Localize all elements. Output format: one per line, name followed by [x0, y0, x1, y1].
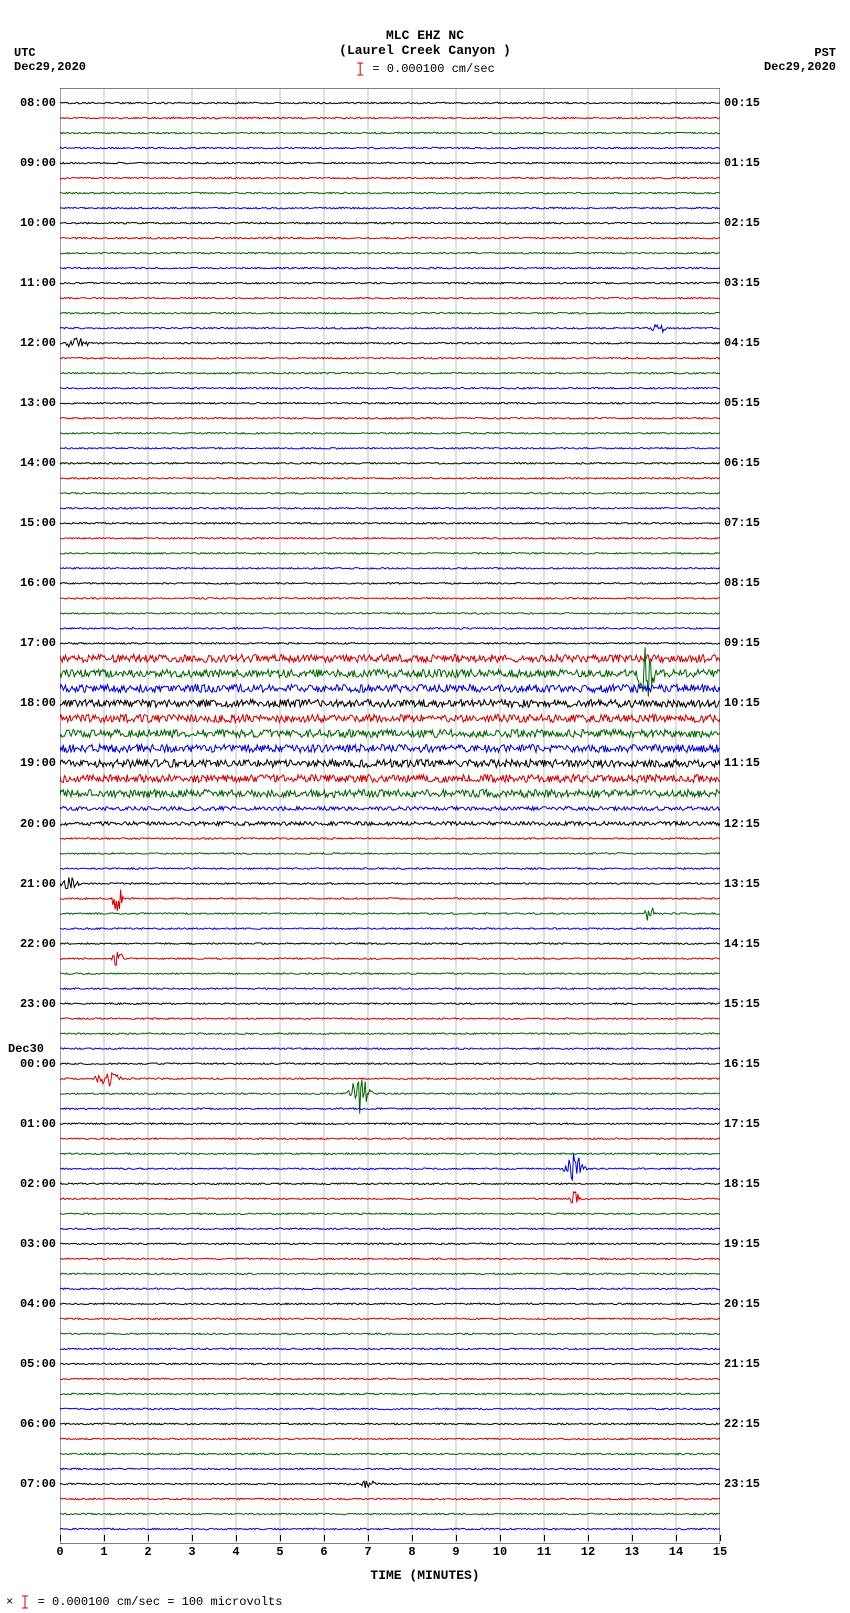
helicorder-plot	[60, 88, 720, 1544]
pst-hour-label: 12:15	[724, 817, 772, 831]
x-tick: 10	[493, 1545, 507, 1559]
utc-hour-label: 08:00	[8, 96, 56, 110]
pst-hour-label: 16:15	[724, 1057, 772, 1071]
pst-hour-label: 03:15	[724, 276, 772, 290]
pst-hour-label: 07:15	[724, 516, 772, 530]
x-tick: 1	[100, 1545, 107, 1559]
pst-hour-label: 11:15	[724, 756, 772, 770]
utc-hour-label: 16:00	[8, 576, 56, 590]
utc-hour-label: 04:00	[8, 1297, 56, 1311]
x-tick: 0	[56, 1545, 63, 1559]
utc-hour-label: 15:00	[8, 516, 56, 530]
utc-hour-label: 12:00	[8, 336, 56, 350]
pst-hour-label: 19:15	[724, 1237, 772, 1251]
pst-hour-label: 00:15	[724, 96, 772, 110]
tz-left: UTC Dec29,2020	[14, 46, 86, 75]
x-tick: 5	[276, 1545, 283, 1559]
pst-hour-label: 02:15	[724, 216, 772, 230]
x-axis: 0123456789101112131415	[60, 1535, 720, 1565]
utc-hour-label: 05:00	[8, 1357, 56, 1371]
tz-right: PST Dec29,2020	[764, 46, 836, 75]
utc-hour-label: 10:00	[8, 216, 56, 230]
x-tick: 12	[581, 1545, 595, 1559]
pst-hour-label: 15:15	[724, 997, 772, 1011]
utc-hour-label: 18:00	[8, 696, 56, 710]
pst-hour-label: 05:15	[724, 396, 772, 410]
utc-hour-label: 19:00	[8, 756, 56, 770]
utc-hour-label: 11:00	[8, 276, 56, 290]
pst-hour-label: 17:15	[724, 1117, 772, 1131]
x-tick: 2	[144, 1545, 151, 1559]
pst-hour-label: 21:15	[724, 1357, 772, 1371]
pst-hour-label: 09:15	[724, 636, 772, 650]
utc-hour-label: 03:00	[8, 1237, 56, 1251]
date-break-label: Dec30	[8, 1042, 44, 1056]
station-title: MLC EHZ NC	[386, 28, 464, 43]
x-tick: 7	[364, 1545, 371, 1559]
pst-hour-label: 20:15	[724, 1297, 772, 1311]
pst-hour-label: 18:15	[724, 1177, 772, 1191]
utc-hour-label: 22:00	[8, 937, 56, 951]
utc-hour-label: 23:00	[8, 997, 56, 1011]
pst-hour-label: 01:15	[724, 156, 772, 170]
pst-hour-label: 14:15	[724, 937, 772, 951]
pst-hour-label: 13:15	[724, 877, 772, 891]
utc-hour-label: 07:00	[8, 1477, 56, 1491]
utc-hour-label: 00:00	[8, 1057, 56, 1071]
utc-hour-label: 21:00	[8, 877, 56, 891]
utc-hour-label: 20:00	[8, 817, 56, 831]
x-tick: 4	[232, 1545, 239, 1559]
utc-hour-label: 17:00	[8, 636, 56, 650]
utc-hour-label: 14:00	[8, 456, 56, 470]
utc-hour-label: 02:00	[8, 1177, 56, 1191]
pst-hour-label: 06:15	[724, 456, 772, 470]
pst-hour-label: 04:15	[724, 336, 772, 350]
station-subtitle: (Laurel Creek Canyon )	[0, 43, 850, 58]
x-tick: 11	[537, 1545, 551, 1559]
utc-hour-label: 13:00	[8, 396, 56, 410]
footer-scale: × = 0.000100 cm/sec = 100 microvolts	[6, 1595, 282, 1609]
pst-hour-label: 22:15	[724, 1417, 772, 1431]
x-tick: 3	[188, 1545, 195, 1559]
utc-hour-label: 06:00	[8, 1417, 56, 1431]
utc-hour-label: 09:00	[8, 156, 56, 170]
x-tick: 9	[452, 1545, 459, 1559]
x-tick: 14	[669, 1545, 683, 1559]
x-axis-title: TIME (MINUTES)	[370, 1568, 479, 1583]
pst-hour-label: 23:15	[724, 1477, 772, 1491]
x-tick: 8	[408, 1545, 415, 1559]
pst-hour-label: 08:15	[724, 576, 772, 590]
pst-hour-label: 10:15	[724, 696, 772, 710]
scale-legend: = 0.000100 cm/sec	[355, 62, 495, 76]
x-tick: 13	[625, 1545, 639, 1559]
utc-hour-label: 01:00	[8, 1117, 56, 1131]
x-tick: 6	[320, 1545, 327, 1559]
x-tick: 15	[713, 1545, 727, 1559]
